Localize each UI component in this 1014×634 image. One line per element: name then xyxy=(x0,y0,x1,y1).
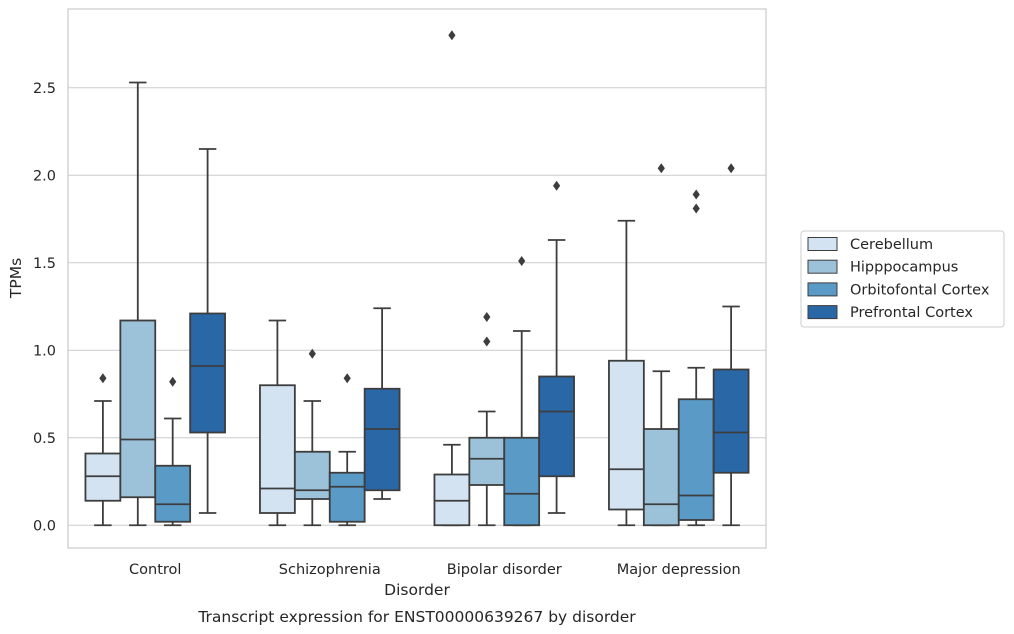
box xyxy=(538,375,575,478)
box xyxy=(293,450,331,500)
box-group xyxy=(503,256,541,527)
box-group xyxy=(154,376,192,527)
legend-label: Hipppocampus xyxy=(850,260,958,276)
box-group xyxy=(259,319,296,527)
outlier-point xyxy=(692,189,700,200)
x-tick-label: Bipolar disorder xyxy=(447,562,562,578)
legend-label: Orbitofontal Cortex xyxy=(850,282,990,298)
legend-swatch xyxy=(807,259,838,274)
box xyxy=(189,312,226,434)
box xyxy=(259,384,296,514)
box-group xyxy=(328,373,366,527)
y-axis-label: TPMs xyxy=(7,258,25,299)
legend-label: Prefrontal Cortex xyxy=(850,305,973,321)
outlier-point xyxy=(553,180,561,191)
y-tick-label: 0.0 xyxy=(33,518,56,534)
plot-frame xyxy=(67,8,767,549)
legend-swatch xyxy=(807,282,838,297)
y-tick-label: 1.5 xyxy=(33,256,56,272)
outlier-point xyxy=(343,373,351,384)
box-group xyxy=(538,180,575,514)
chart-caption: Transcript expression for ENST0000063926… xyxy=(197,608,636,626)
boxes xyxy=(84,30,750,527)
box xyxy=(328,471,366,523)
box xyxy=(712,368,750,474)
y-tick-label: 2.0 xyxy=(33,168,56,184)
box xyxy=(642,428,680,527)
box-group xyxy=(363,307,401,500)
outlier-point xyxy=(518,256,526,266)
box-group xyxy=(677,189,715,527)
box-group xyxy=(433,30,471,527)
box-group xyxy=(642,163,680,527)
outlier-point xyxy=(99,373,107,384)
box-group xyxy=(189,148,226,514)
outlier-point xyxy=(657,163,665,174)
grid-lines xyxy=(68,87,766,526)
x-tick-label: Major depression xyxy=(617,562,741,578)
box xyxy=(608,359,645,511)
outlier-point xyxy=(692,203,700,214)
box xyxy=(119,319,157,499)
box-group xyxy=(608,219,645,527)
box xyxy=(363,387,401,492)
outlier-point xyxy=(483,336,491,347)
box xyxy=(468,436,506,486)
x-tick-labels: Control Schizophrenia Bipolar disorder Majo… xyxy=(129,562,741,578)
y-tick-labels: 0.0 0.5 1.0 1.5 2.0 2.5 xyxy=(33,81,56,535)
x-axis-label: Disorder xyxy=(384,581,450,599)
box xyxy=(154,464,192,523)
legend-label: Cerebellum xyxy=(850,237,933,253)
legend-swatch xyxy=(807,237,838,251)
y-tick-label: 2.5 xyxy=(33,81,56,97)
box-group xyxy=(119,81,157,527)
x-tick-label: Schizophrenia xyxy=(279,562,381,578)
outlier-point xyxy=(448,30,456,41)
outlier-point xyxy=(169,376,177,387)
legend-frame xyxy=(800,230,1005,328)
outlier-point xyxy=(308,348,316,359)
outlier-point xyxy=(727,163,735,174)
box xyxy=(503,436,541,527)
y-tick-label: 0.5 xyxy=(33,431,56,447)
box xyxy=(677,398,715,521)
legend-swatch xyxy=(807,305,838,320)
outlier-point xyxy=(483,312,491,322)
x-tick-label: Control xyxy=(129,562,181,578)
y-tick-label: 1.0 xyxy=(33,343,56,359)
legend: Cerebellum Hipppocampus Orbitofontal Corte… xyxy=(800,230,1005,328)
box-group xyxy=(712,163,750,527)
